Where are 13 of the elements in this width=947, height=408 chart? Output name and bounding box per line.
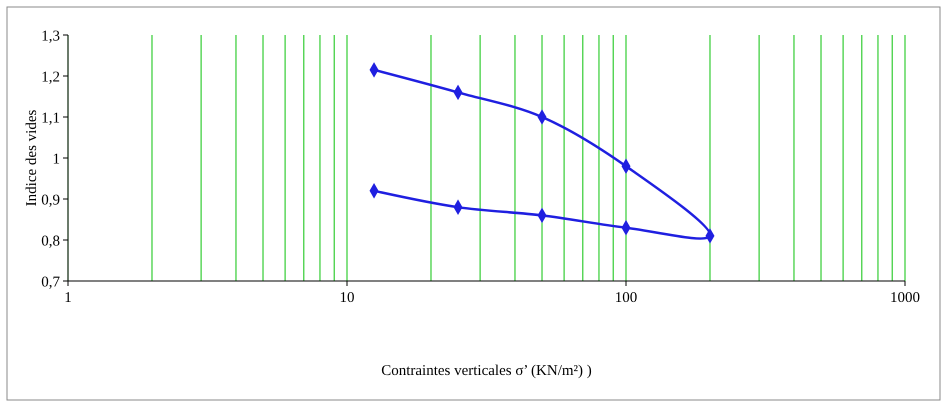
y-tick-label: 0,8 [41, 233, 60, 250]
y-axis-title: Indice des vides [24, 110, 40, 206]
y-tick-label: 0,9 [41, 192, 60, 208]
y-tick-label: 1 [52, 151, 60, 168]
x-axis-title: Contraintes verticales σ’ (KN/m²) ) [381, 363, 592, 379]
y-tick-label: 1,1 [41, 110, 60, 126]
y-tick-label: 1,3 [41, 28, 60, 44]
y-tick-label: 1,2 [41, 69, 60, 86]
x-tick-label: 100 [614, 290, 638, 306]
x-tick-label: 1 [64, 290, 72, 306]
x-tick-label: 1000 [890, 290, 920, 306]
x-tick-label: 10 [340, 290, 354, 306]
y-tick-label: 0,7 [41, 274, 60, 290]
